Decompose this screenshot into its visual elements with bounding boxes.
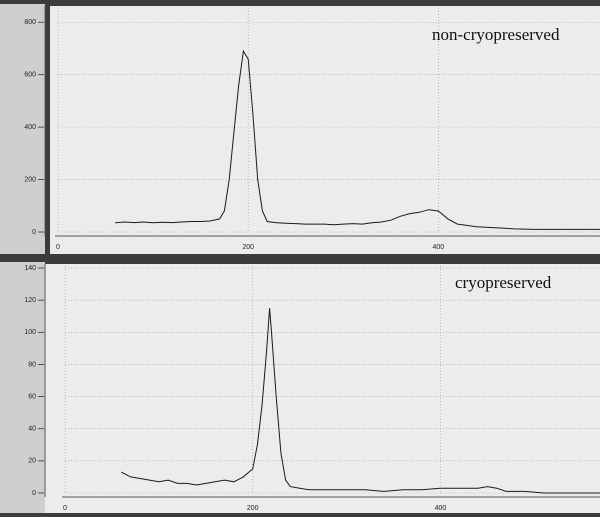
x-tick-label: 200 [247,505,259,512]
axis-strip [0,262,45,513]
x-tick-label: 0 [56,244,60,251]
x-tick-label: 400 [433,244,445,251]
x-tick-label: 0 [63,505,67,512]
y-tick-label: 80 [28,361,36,368]
y-tick-label: 60 [28,393,36,400]
annotation: cryopreserved [455,273,552,292]
y-tick-label: 400 [24,124,36,131]
y-tick-label: 800 [24,19,36,26]
plot-panel [40,264,600,513]
x-tick-label: 200 [242,244,254,251]
y-tick-label: 100 [24,329,36,336]
y-tick-label: 40 [28,426,36,433]
axis-strip [0,4,45,254]
y-tick-label: 600 [24,72,36,79]
screenshot: 02004006008000200400non-cryopreserved020… [0,0,600,517]
y-tick-label: 0 [32,229,36,236]
y-tick-label: 0 [32,490,36,497]
y-tick-label: 20 [28,458,36,465]
y-tick-label: 120 [24,297,36,304]
x-tick-label: 400 [435,505,447,512]
y-tick-label: 200 [24,176,36,183]
y-tick-label: 140 [24,265,36,272]
annotation: non-cryopreserved [432,25,560,44]
